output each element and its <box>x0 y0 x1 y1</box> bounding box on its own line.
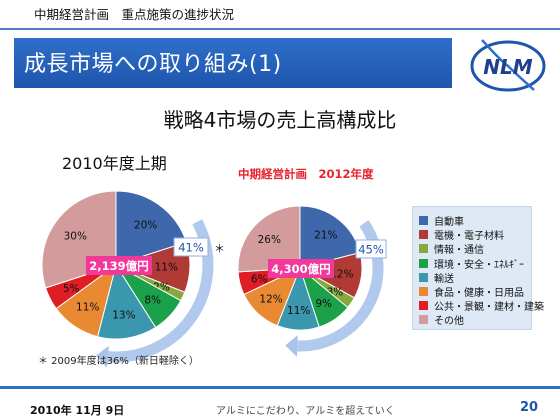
slice-value-label: 12% <box>259 294 282 306</box>
strategic-share-label: 41% <box>178 241 204 255</box>
legend-item: 公共・景観・建材・建築 <box>419 298 544 313</box>
slice-value-label: 11% <box>287 305 310 317</box>
chart-legend: 自動車電機・電子材料 情報・通信環境・安全・ｴﾈﾙｷﾞｰ 輸送食品・健康・日用品公共… <box>412 206 544 330</box>
logo-swoosh <box>481 39 535 91</box>
legend-label: 情報・通信 <box>434 245 484 257</box>
slide-title: 成長市場への取り組み(1) <box>24 52 282 77</box>
total-sales-box <box>268 259 334 278</box>
logo-text: NLM <box>483 55 532 79</box>
legend-item: 環境・安全・ｴﾈﾙｷﾞｰ <box>419 256 524 271</box>
left-chart-title: 2010年度上期 <box>62 154 167 173</box>
total-sales-label: 4,300億円 <box>271 262 330 276</box>
slice-value-label: 11% <box>155 262 178 274</box>
pie-slice <box>237 205 301 273</box>
slide-subtitle: 中期経営計画 重点施策の進捗状況 <box>34 7 235 22</box>
slice-value-label: 11% <box>76 302 99 314</box>
legend-swatch <box>419 287 428 296</box>
strategic-share-box <box>173 237 209 257</box>
header-rule <box>0 28 560 30</box>
legend-label: 公共・景観・建材・建築 <box>434 302 544 314</box>
legend-swatch <box>419 272 428 282</box>
legend-label: 食品・健康・日用品 <box>434 288 524 299</box>
legend-swatch <box>419 315 428 325</box>
slice-value-label: 5% <box>63 283 80 295</box>
slice-value-label: 12% <box>330 268 353 280</box>
legend-swatch <box>419 258 428 268</box>
legend-item: 情報・通信 <box>419 241 484 256</box>
footnote: ＊ 2009年度は36%（新日軽除く） <box>38 356 199 367</box>
legend-item: 自動車 <box>419 213 464 228</box>
legend-swatch <box>419 301 428 311</box>
share-note-mark: ＊ <box>214 242 225 255</box>
slice-value-label: 20% <box>134 219 157 231</box>
legend-swatch <box>419 216 428 225</box>
share-arrow-head <box>96 345 109 368</box>
legend-label: その他 <box>434 316 464 328</box>
pie-slice <box>96 263 157 340</box>
legend-label: 輸送 <box>434 273 454 285</box>
legend-item: 食品・健康・日用品 <box>419 284 524 299</box>
main-heading: 戦略4市場の売上高構成比 <box>163 108 397 132</box>
share-arrow-head <box>285 335 298 357</box>
logo-ring <box>470 40 546 92</box>
strategic-share-label: 45% <box>358 243 384 257</box>
footer-rule <box>0 386 560 389</box>
total-sales-label: 2,139億円 <box>89 259 148 273</box>
legend-item: 輸送 <box>419 270 454 285</box>
legend-label: 電機・電子材料 <box>434 231 504 243</box>
legend-swatch <box>419 230 428 240</box>
company-logo: NLM <box>470 39 546 92</box>
legend-label: 自動車 <box>434 217 464 228</box>
title-bar <box>14 38 452 88</box>
footer-date: 2010年 11月 9日 <box>30 404 125 417</box>
slice-value-label: 8% <box>144 294 161 306</box>
legend-item: 電機・電子材料 <box>419 227 504 242</box>
page-number: 20 <box>520 400 539 415</box>
right-chart-title: 中期経営計画 2012年度 <box>238 167 374 181</box>
strategic-share-box <box>355 239 387 259</box>
slice-value-label: 21% <box>314 230 337 242</box>
slice-value-label: 30% <box>64 230 87 242</box>
legend-swatch <box>419 244 428 254</box>
pie-slice <box>115 190 188 266</box>
slice-value-label: 26% <box>258 234 281 246</box>
slice-value-label: 9% <box>315 298 332 310</box>
legend-item: その他 <box>419 312 464 327</box>
legend-label: 環境・安全・ｴﾈﾙｷﾞｰ <box>434 259 524 271</box>
footer-slogan: アルミにこだわり、アルミを超えていく <box>216 406 395 417</box>
total-sales-box <box>86 256 152 275</box>
slice-value-label: 6% <box>251 274 268 286</box>
slice-value-label: 13% <box>112 310 135 322</box>
